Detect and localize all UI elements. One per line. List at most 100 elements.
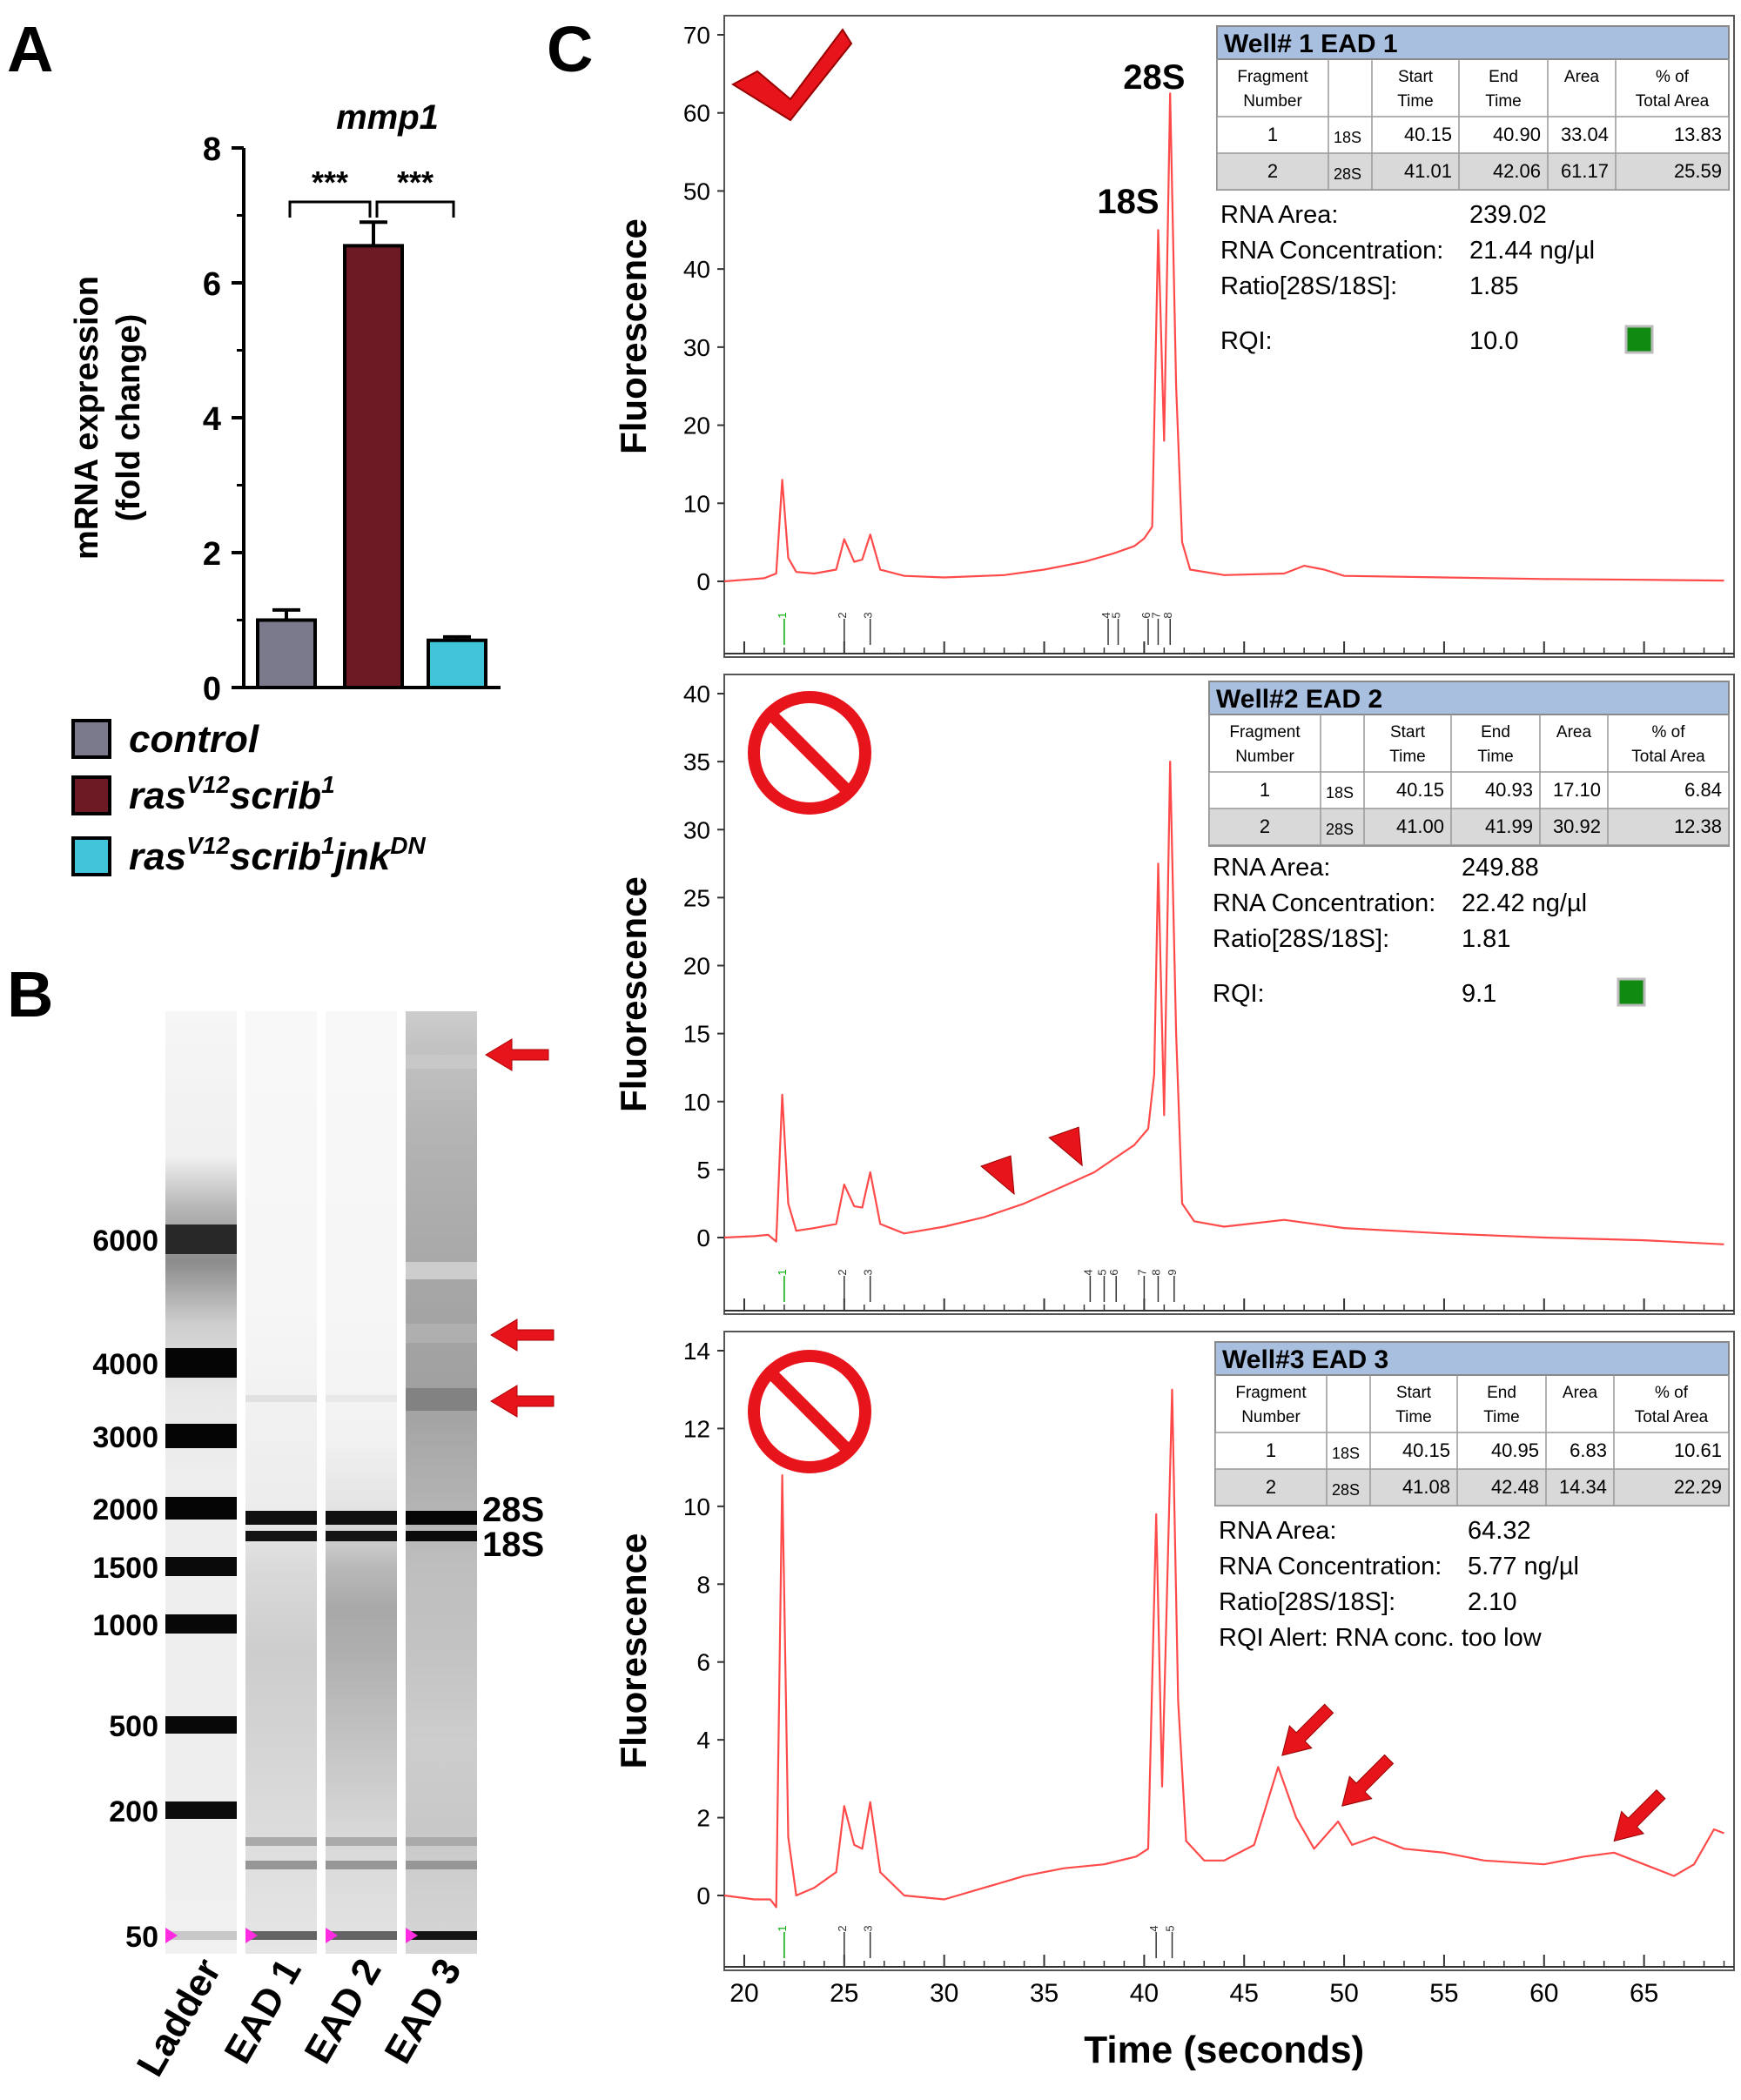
gel-band	[165, 1497, 237, 1520]
table-row	[1215, 1469, 1729, 1506]
gel-band	[406, 1531, 477, 1541]
stat-label: RQI:	[1213, 980, 1265, 1008]
stat-value: 2.10	[1468, 1588, 1516, 1616]
stat-label: Ratio[28S/18S]:	[1213, 925, 1389, 953]
table-header: End	[1489, 68, 1518, 86]
stat-value: 1.85	[1469, 272, 1518, 300]
y-tick-label: 8	[203, 131, 221, 168]
ladder-size-label: 50	[125, 1921, 158, 1954]
x-tick-label: 35	[1030, 1979, 1059, 2008]
y-tick-label: 70	[683, 22, 710, 49]
red-arrow	[1613, 1789, 1666, 1842]
stat-label: RNA Concentration:	[1219, 1553, 1442, 1580]
lane-label: EAD 2	[296, 1952, 389, 2071]
x-tick-label: 25	[830, 1979, 858, 2008]
lane-marker-triangle	[245, 1928, 258, 1943]
table-cell: 28S	[1332, 1481, 1360, 1499]
stat-label: RNA Area:	[1219, 1517, 1336, 1545]
table-cell: 18S	[1326, 784, 1354, 802]
y-axis-label: (fold change)	[111, 314, 147, 522]
gel-band	[245, 1395, 317, 1402]
table-cell: 41.00	[1396, 815, 1444, 837]
gel-band	[165, 1557, 237, 1576]
table-cell: 40.95	[1491, 1439, 1539, 1461]
y-tick-label: 10	[683, 1089, 710, 1116]
fragment-marker-label: 3	[862, 1925, 875, 1931]
y-tick-label: 6	[203, 266, 221, 303]
table-title-bar	[1208, 681, 1730, 715]
table-header: Time	[1483, 1408, 1520, 1426]
fragment-marker-label: 8	[1149, 1269, 1162, 1275]
table-header: Time	[1485, 92, 1522, 111]
table-cell: 22.29	[1674, 1476, 1722, 1498]
table-cell: 10.61	[1674, 1439, 1722, 1461]
gel-band	[406, 1511, 477, 1525]
y-tick-label: 10	[683, 1493, 710, 1520]
red-arrow-shape	[1341, 1754, 1395, 1807]
y-tick-label: 6	[696, 1649, 710, 1676]
red-arrow	[1341, 1754, 1395, 1807]
y-tick-label: 4	[696, 1727, 710, 1754]
fragment-marker-label: 4	[1099, 612, 1112, 618]
table-header: Area	[1563, 1384, 1598, 1402]
table-cell: 41.08	[1402, 1476, 1450, 1498]
fragment-marker-label: 1	[776, 1925, 789, 1931]
check-mark-icon	[731, 28, 853, 122]
fragment-marker-label: 9	[1166, 1269, 1179, 1275]
table-row	[1217, 117, 1729, 153]
fragment-marker-label: 2	[836, 612, 849, 618]
table-header: % of	[1651, 723, 1685, 741]
table-header: Start	[1390, 723, 1426, 741]
stat-label: RNA Concentration:	[1213, 889, 1435, 917]
fragment-marker-label: 5	[1164, 1925, 1177, 1931]
table-header: Number	[1235, 748, 1294, 766]
table-cell: 40.93	[1485, 779, 1533, 801]
y-tick-label: 25	[683, 884, 710, 911]
table-title-bar	[1216, 25, 1730, 60]
gel-band	[326, 1931, 397, 1940]
legend-text: scrib	[230, 835, 321, 878]
gel-band	[326, 1395, 397, 1402]
well-title: Well#3 EAD 3	[1222, 1345, 1388, 1374]
legend-text: ras	[129, 775, 186, 817]
legend-text: jnk	[331, 835, 393, 878]
table-cell: 17.10	[1553, 779, 1601, 801]
table-cell: 14.34	[1559, 1476, 1607, 1498]
bar-control	[256, 618, 317, 689]
legend-text: 1	[321, 771, 335, 798]
lane-label: Ladder	[129, 1952, 230, 2084]
electropherogram-1: 0 10 20 30 40 50 60 70 Fluorescence 1 2 3 45 678 28S 18…	[613, 15, 1735, 658]
rna-stats: RNA Area: 64.32 RNA Concentration: 5.77 ng/…	[1219, 1517, 1579, 1652]
y-tick-label: 40	[683, 256, 710, 283]
rna-stats: RNA Area: 239.02 RNA Concentration: 21.44 n…	[1220, 201, 1654, 355]
gel-band	[406, 1055, 477, 1069]
red-arrow-shape	[1613, 1789, 1666, 1842]
y-tick-label: 0	[696, 568, 710, 595]
rqi-status-square	[1617, 977, 1646, 1007]
red-arrow	[490, 1385, 555, 1418]
table-cell: 40.90	[1493, 124, 1541, 145]
fragment-marker-label: 6	[1139, 612, 1153, 618]
fragment-table: Well#2 EAD 2 Fragment Number Start Time End Ti…	[1208, 681, 1730, 847]
legend-label: control	[129, 718, 259, 761]
y-tick-label: 0	[696, 1224, 710, 1251]
y-tick-label: 30	[683, 334, 710, 361]
x-tick-label: 60	[1529, 1979, 1558, 2008]
peak-label-28S: 28S	[1123, 58, 1185, 97]
table-header: % of	[1655, 1384, 1689, 1402]
fragment-marker-label: 1	[776, 612, 789, 618]
band-label-28S: 28S	[482, 1491, 544, 1529]
y-axis-label: Fluorescence	[613, 876, 654, 1112]
y-tick-label: 0	[696, 1882, 710, 1909]
fragment-marker-label: 2	[836, 1269, 849, 1275]
table-cell: 2	[1266, 1476, 1276, 1498]
table-header: % of	[1656, 68, 1690, 86]
table-cell: 6.83	[1570, 1439, 1607, 1461]
y-tick-label: 50	[683, 178, 710, 205]
table-cell: 18S	[1334, 129, 1361, 146]
gel-band	[326, 1861, 397, 1869]
y-tick-label: 5	[696, 1157, 710, 1184]
